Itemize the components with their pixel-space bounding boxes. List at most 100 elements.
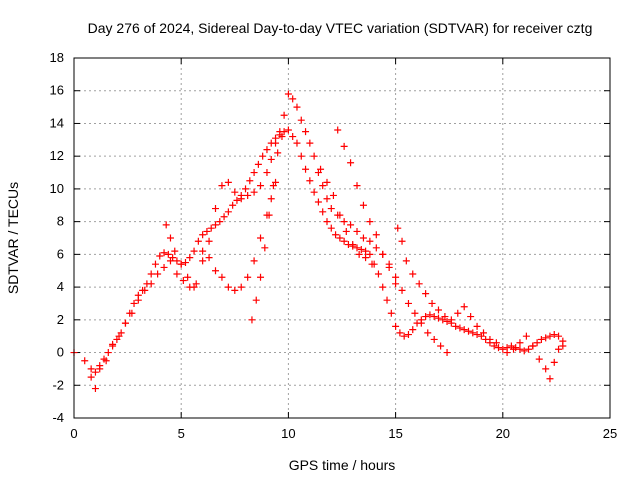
data-point: [434, 306, 442, 314]
data-point: [265, 211, 273, 219]
data-point: [430, 313, 438, 321]
data-point: [417, 319, 425, 327]
y-tick-label: 12: [50, 148, 64, 163]
data-point: [366, 218, 374, 226]
data-point: [306, 177, 314, 185]
data-point: [121, 319, 129, 327]
data-point: [404, 331, 412, 339]
data-point: [392, 322, 400, 330]
y-tick-label: 0: [57, 345, 64, 360]
data-point: [396, 329, 404, 337]
data-point: [546, 332, 554, 340]
data-point: [278, 133, 286, 141]
data-point: [404, 299, 412, 307]
data-point: [246, 177, 254, 185]
data-point: [336, 234, 344, 242]
data-point: [306, 139, 314, 147]
data-point: [297, 116, 305, 124]
data-point: [229, 201, 237, 209]
data-point: [293, 139, 301, 147]
data-point: [555, 332, 563, 340]
data-point: [259, 152, 267, 160]
data-point: [171, 247, 179, 255]
data-point: [87, 365, 95, 373]
data-point: [164, 250, 172, 258]
data-point: [280, 111, 288, 119]
data-point: [437, 342, 445, 350]
data-point: [323, 195, 331, 203]
data-point: [379, 250, 387, 258]
data-point: [199, 231, 207, 239]
data-point: [244, 191, 252, 199]
data-point: [516, 339, 524, 347]
x-tick-label: 0: [70, 426, 77, 441]
data-point: [218, 273, 226, 281]
data-point: [349, 241, 357, 249]
data-point: [366, 250, 374, 258]
data-point: [310, 188, 318, 196]
data-point: [160, 263, 168, 271]
data-point: [289, 95, 297, 103]
data-point: [460, 303, 468, 311]
data-point: [366, 237, 374, 245]
data-point: [190, 247, 198, 255]
data-point: [141, 286, 149, 294]
data-point: [522, 332, 530, 340]
data-point: [533, 339, 541, 347]
data-point: [212, 221, 220, 229]
y-tick-label: -4: [52, 410, 64, 425]
data-point: [469, 329, 477, 337]
data-point: [224, 208, 232, 216]
data-point: [147, 280, 155, 288]
y-tick-label: 2: [57, 312, 64, 327]
data-point: [284, 126, 292, 134]
data-point: [319, 208, 327, 216]
data-point: [503, 349, 511, 357]
data-point: [342, 227, 350, 235]
data-point: [334, 126, 342, 134]
data-point: [385, 263, 393, 271]
data-point: [372, 244, 380, 252]
data-point: [272, 139, 280, 147]
data-point: [323, 178, 331, 186]
data-point: [537, 335, 545, 343]
data-point: [362, 247, 370, 255]
data-point: [535, 355, 543, 363]
data-point: [542, 334, 550, 342]
data-point: [130, 299, 138, 307]
data-point: [212, 205, 220, 213]
data-point: [374, 270, 382, 278]
data-point: [499, 345, 507, 353]
data-point: [409, 270, 417, 278]
data-point: [284, 90, 292, 98]
data-point: [434, 314, 442, 322]
data-point: [368, 260, 376, 268]
data-point: [96, 365, 104, 373]
data-point: [340, 142, 348, 150]
data-point: [359, 234, 367, 242]
data-point: [319, 182, 327, 190]
data-point: [426, 311, 434, 319]
data-point: [467, 313, 475, 321]
y-tick-label: 4: [57, 279, 64, 294]
data-point: [336, 211, 344, 219]
data-point: [550, 358, 558, 366]
data-point: [261, 244, 269, 252]
data-point: [415, 280, 423, 288]
data-point: [347, 159, 355, 167]
y-tick-labels: -4 -2 0 2 4 6 8 10 12 14 16 18: [50, 50, 64, 425]
y-axis-label: SDTVAR / TECUs: [5, 182, 21, 294]
data-point: [297, 152, 305, 160]
data-point: [447, 316, 455, 324]
data-point: [250, 188, 258, 196]
data-point: [203, 227, 211, 235]
y-tick-label: 6: [57, 246, 64, 261]
data-point: [372, 231, 380, 239]
data-point: [207, 224, 215, 232]
data-point: [327, 205, 335, 213]
data-point: [199, 257, 207, 265]
data-point: [353, 182, 361, 190]
y-tick-label: 10: [50, 181, 64, 196]
data-point: [428, 299, 436, 307]
